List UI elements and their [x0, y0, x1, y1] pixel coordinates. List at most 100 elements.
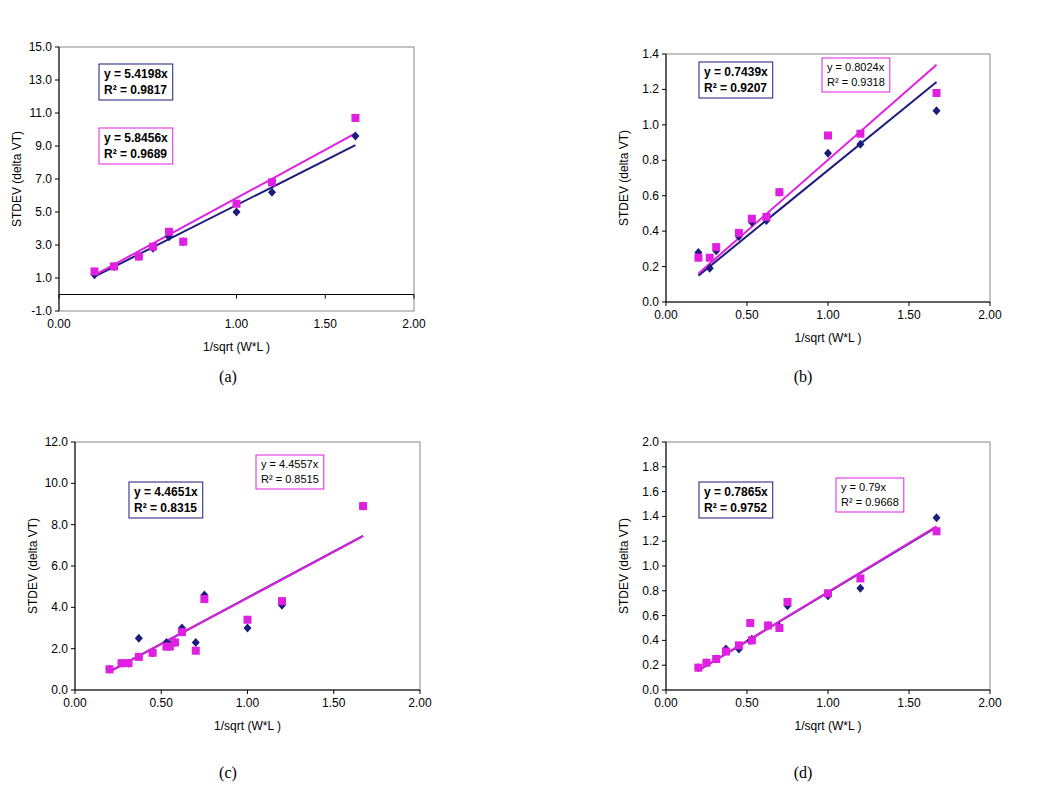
x-tick [420, 690, 421, 694]
x-tick-label: 1.50 [897, 696, 921, 710]
plot-frame [666, 442, 990, 690]
plot-frame [59, 47, 414, 311]
equation-box: y = 4.4651xR² = 0.8315 [129, 482, 203, 518]
point [268, 178, 276, 186]
y-tick-label: 7.0 [35, 172, 52, 186]
y-tick-label: 1.4 [642, 47, 659, 61]
point [933, 513, 941, 522]
y-tick [662, 590, 666, 591]
y-tick-label: 1.0 [642, 118, 659, 132]
y-tick-label: 10.0 [45, 476, 69, 490]
point [706, 264, 714, 273]
point [110, 262, 118, 270]
panel: 0.02.04.06.08.010.012.00.000.501.001.502… [26, 435, 432, 782]
point [933, 106, 941, 115]
equation-frame [836, 478, 904, 512]
equation: y = 5.8456x [104, 131, 168, 145]
point [359, 502, 367, 511]
r-squared: R² = 0.9207 [704, 81, 767, 95]
x-tick-label: 1.00 [816, 308, 840, 322]
y-tick-label: 1.6 [642, 485, 659, 499]
caption: (a) [219, 368, 237, 386]
x-tick [414, 295, 415, 299]
point [233, 208, 241, 217]
y-tick-label: 4.0 [51, 600, 68, 614]
x-tick-label: 2.00 [408, 696, 432, 710]
point [233, 200, 241, 208]
y-tick-label: 0.4 [642, 633, 659, 647]
plot-frame [666, 54, 990, 302]
y-tick [71, 442, 75, 443]
x-tick [828, 690, 829, 694]
point [165, 228, 173, 236]
x-tick-label: 1.50 [322, 696, 346, 710]
y-tick [55, 146, 59, 147]
point [178, 628, 186, 636]
y-tick-label: 2.0 [51, 642, 68, 656]
trendline [698, 527, 936, 670]
y-tick-label: 0.0 [51, 683, 68, 697]
y-tick [71, 648, 75, 649]
trendline [110, 536, 364, 671]
point [748, 636, 756, 644]
equation-frame [99, 64, 173, 100]
x-tick [990, 302, 991, 306]
trendline [110, 536, 364, 672]
point [712, 243, 720, 251]
y-tick-label: 13.0 [29, 73, 53, 87]
equation: y = 0.8024x [827, 61, 885, 73]
equation-box: y = 5.8456xR² = 0.9689 [99, 128, 173, 164]
r-squared: R² = 0.9817 [104, 83, 167, 97]
y-tick [662, 541, 666, 542]
equation-box: y = 0.79xR² = 0.9668 [836, 478, 904, 512]
equation-frame [256, 455, 324, 489]
y-axis-label: STDEV (delta VT) [26, 518, 40, 614]
equation: y = 4.4557x [261, 458, 319, 470]
point [124, 659, 132, 667]
x-tick-label: 1.50 [897, 308, 921, 322]
y-tick [71, 566, 75, 567]
x-tick-label: 0.00 [654, 696, 678, 710]
y-tick [662, 566, 666, 567]
background [0, 0, 1058, 789]
point [824, 131, 832, 139]
y-tick-label: 5.0 [35, 205, 52, 219]
y-tick [662, 491, 666, 492]
x-tick-label: 0.50 [150, 696, 174, 710]
y-tick-label: 1.8 [642, 460, 659, 474]
equation: y = 0.7865x [704, 485, 768, 499]
y-tick [55, 245, 59, 246]
y-axis-label: STDEV (delta VT) [10, 131, 24, 227]
y-tick [662, 640, 666, 641]
point [933, 89, 941, 97]
y-tick [662, 302, 666, 303]
y-tick-label: 1.4 [642, 509, 659, 523]
y-tick [55, 212, 59, 213]
y-axis-label: STDEV (delta VT) [617, 518, 631, 614]
point [762, 213, 770, 221]
point [748, 215, 756, 223]
point [735, 229, 743, 237]
r-squared: R² = 0.9668 [841, 496, 899, 508]
data-layer [106, 502, 368, 674]
y-tick [55, 311, 59, 312]
y-tick [55, 278, 59, 279]
panel: 0.00.20.40.60.81.01.21.41.61.82.00.000.5… [617, 435, 1002, 782]
point [124, 659, 132, 668]
x-tick [236, 295, 237, 299]
y-tick [55, 179, 59, 180]
y-tick [662, 665, 666, 666]
equation-box: y = 0.7439xR² = 0.9207 [699, 62, 773, 98]
y-tick-label: 0.6 [642, 609, 659, 623]
point [268, 188, 276, 197]
y-tick-label: 9.0 [35, 139, 52, 153]
r-squared: R² = 0.9752 [704, 501, 767, 515]
point [359, 502, 367, 510]
equation-frame [699, 482, 773, 518]
point [735, 641, 743, 649]
y-tick-label: 0.0 [642, 683, 659, 697]
y-tick [662, 160, 666, 161]
y-tick [55, 113, 59, 114]
equation: y = 5.4198x [104, 67, 168, 81]
y-tick [662, 615, 666, 616]
